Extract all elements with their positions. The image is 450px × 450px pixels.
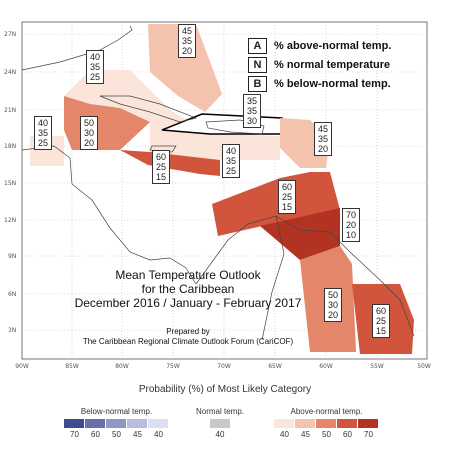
key-row-normal: N % normal temperature xyxy=(248,55,391,74)
legend-normal: Normal temp. 40 xyxy=(196,407,244,439)
map-title: Mean Temperature Outlook for the Caribbe… xyxy=(28,268,348,310)
region-west-caribbean xyxy=(120,150,220,176)
svg-text:55W: 55W xyxy=(370,363,384,370)
legend-normal-label: Normal temp. xyxy=(196,407,245,416)
svg-text:90W: 90W xyxy=(15,363,29,370)
key-letter-normal: N xyxy=(248,56,267,73)
svg-text:15N: 15N xyxy=(4,180,16,187)
svg-text:50W: 50W xyxy=(417,363,431,370)
prob-box-west-caribbean: 60 25 15 xyxy=(152,150,170,184)
map-key: A % above-normal temp. N % normal temper… xyxy=(248,36,391,93)
legend-below-swatch xyxy=(148,419,168,428)
prob-box-east-caribbean: 60 25 15 xyxy=(278,180,296,214)
legend-above-swatch xyxy=(316,419,336,428)
svg-text:70W: 70W xyxy=(217,363,231,370)
title-line-3: December 2016 / January - February 2017 xyxy=(74,296,302,310)
legend-above-swatch xyxy=(337,419,357,428)
legend-normal-swatches xyxy=(196,419,244,428)
legend-above-values: 40 45 50 60 70 xyxy=(274,430,379,439)
svg-text:6N: 6N xyxy=(8,291,16,298)
legend-below-swatch xyxy=(64,419,84,428)
map-credit: Prepared by The Caribbean Regional Clima… xyxy=(28,327,348,347)
svg-text:3N: 3N xyxy=(8,327,16,334)
legend-below-value: 45 xyxy=(133,430,142,439)
prob-box-windward: 70 20 10 xyxy=(342,208,360,242)
key-letter-below: B xyxy=(248,75,267,92)
longitude-ticks: 90W 85W 80W 75W 70W 65W 60W 55W 50W xyxy=(15,363,431,370)
legend-below-swatch xyxy=(85,419,105,428)
prob-box-bahamas: 45 35 20 xyxy=(178,24,196,58)
prob-box-hispaniola: 35 35 30 xyxy=(243,94,261,128)
prob-box-suriname: 60 25 15 xyxy=(372,304,390,338)
latitude-ticks: 27N 24N 21N 18N 15N 12N 9N 6N 3N xyxy=(4,31,16,334)
legend-below-value: 70 xyxy=(70,430,79,439)
legend-above-swatch xyxy=(358,419,378,428)
prob-box-central-caribbean: 40 35 25 xyxy=(222,144,240,178)
prob-box-leeward: 45 35 20 xyxy=(314,122,332,156)
svg-text:21N: 21N xyxy=(4,107,16,114)
key-text-normal: % normal temperature xyxy=(274,58,391,71)
region-east-caribbean xyxy=(212,172,340,236)
svg-text:18N: 18N xyxy=(4,143,16,150)
legend-below-swatches xyxy=(64,419,169,428)
legend-below-swatch xyxy=(106,419,126,428)
prepared-by: Prepared by xyxy=(166,327,210,336)
key-text-above: % above-normal temp. xyxy=(274,39,392,52)
legend-normal-values: 40 xyxy=(196,430,244,439)
legend-below-values: 70 60 50 45 40 xyxy=(64,430,169,439)
svg-text:60W: 60W xyxy=(319,363,333,370)
legend-below-value: 60 xyxy=(91,430,100,439)
svg-text:75W: 75W xyxy=(166,363,180,370)
legend-above-value: 50 xyxy=(322,430,331,439)
legend-below-value: 40 xyxy=(154,430,163,439)
legend-below-normal: Below-normal temp. 70 60 50 45 40 xyxy=(64,407,169,439)
svg-text:80W: 80W xyxy=(115,363,129,370)
prob-box-guyana: 50 30 20 xyxy=(324,288,342,322)
legend-above-label: Above-normal temp. xyxy=(290,407,363,416)
key-letter-above: A xyxy=(248,37,267,54)
legend-below-swatch xyxy=(127,419,147,428)
forum-name: The Caribbean Regional Climate Outlook F… xyxy=(82,337,294,346)
legend-above-value: 45 xyxy=(301,430,310,439)
title-line-2: for the Caribbean xyxy=(141,282,235,296)
region-windward xyxy=(260,208,340,260)
svg-text:24N: 24N xyxy=(4,69,16,76)
svg-text:27N: 27N xyxy=(4,31,16,38)
svg-text:85W: 85W xyxy=(65,363,79,370)
legend-above-swatch xyxy=(295,419,315,428)
prob-box-far-west: 40 35 25 xyxy=(34,116,52,150)
legend-above-swatch xyxy=(274,419,294,428)
prob-box-jamaica: 50 30 20 xyxy=(80,116,98,150)
title-line-1: Mean Temperature Outlook xyxy=(115,268,261,282)
legend-title: Probability (%) of Most Likely Category xyxy=(138,384,312,395)
legend-above-value: 70 xyxy=(364,430,373,439)
svg-text:65W: 65W xyxy=(268,363,282,370)
legend-above-value: 60 xyxy=(343,430,352,439)
legend-below-label: Below-normal temp. xyxy=(80,407,153,416)
svg-text:12N: 12N xyxy=(4,217,16,224)
svg-text:9N: 9N xyxy=(8,253,16,260)
legend-above-swatches xyxy=(274,419,379,428)
legend-normal-swatch xyxy=(209,419,230,428)
legend-normal-value: 40 xyxy=(215,430,225,439)
legend-below-value: 50 xyxy=(112,430,121,439)
outlook-map: 27N 24N 21N 18N 15N 12N 9N 6N 3N 90W 85W… xyxy=(4,21,431,370)
legend-above-value: 40 xyxy=(280,430,289,439)
prob-box-cuba-west: 40 35 25 xyxy=(86,50,104,84)
key-row-below: B % below-normal temp. xyxy=(248,74,391,93)
key-text-below: % below-normal temp. xyxy=(274,77,391,90)
legend-above-normal: Above-normal temp. 40 45 50 60 70 xyxy=(274,407,379,439)
region-bahamas xyxy=(148,24,222,112)
coastlines xyxy=(21,25,415,341)
key-row-above: A % above-normal temp. xyxy=(248,36,391,55)
